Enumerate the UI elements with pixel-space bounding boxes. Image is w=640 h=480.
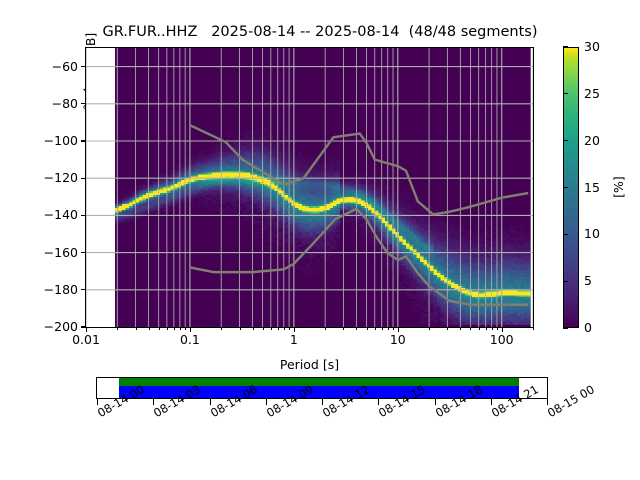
x-tick-mark bbox=[497, 327, 499, 330]
y-tick-label: −80 bbox=[51, 95, 78, 111]
x-tick-mark bbox=[148, 327, 150, 330]
coverage-tick-label: 08-15 00 bbox=[545, 382, 597, 421]
y-tick-mark bbox=[81, 326, 86, 328]
y-tick-mark bbox=[81, 289, 86, 291]
coverage-tick-mark bbox=[153, 399, 155, 405]
x-tick-label: 100 bbox=[489, 332, 514, 347]
coverage-tick-mark bbox=[547, 399, 549, 405]
y-tick-label: −120 bbox=[43, 170, 78, 186]
colorbar-label: [%] bbox=[611, 176, 626, 198]
colorbar-tick-label: 15 bbox=[584, 179, 600, 195]
x-tick-mark bbox=[381, 327, 383, 330]
high-noise-model-line bbox=[189, 124, 529, 216]
page-title: GR.FUR..HHZ 2025-08-14 -- 2025-08-14 (48… bbox=[102, 24, 538, 40]
coverage-tick-mark bbox=[209, 399, 211, 405]
low-noise-model-line bbox=[189, 207, 529, 306]
x-tick-mark bbox=[343, 327, 345, 330]
x-tick-label: 0.01 bbox=[72, 332, 100, 347]
x-tick-mark bbox=[173, 327, 175, 330]
y-tick-label: −200 bbox=[43, 319, 78, 334]
x-tick-mark bbox=[485, 327, 487, 330]
colorbar-tick-label: 5 bbox=[584, 273, 592, 289]
x-tick-mark bbox=[117, 327, 119, 330]
x-tick-mark bbox=[283, 327, 285, 330]
x-tick-mark bbox=[270, 327, 272, 330]
x-tick-mark bbox=[277, 327, 279, 330]
x-axis-label: Period [s] bbox=[279, 357, 340, 372]
x-tick-mark bbox=[158, 327, 160, 330]
colorbar-tick-mark bbox=[563, 186, 568, 189]
x-tick-mark bbox=[221, 327, 223, 330]
x-tick-mark bbox=[374, 327, 376, 330]
colorbar-tick-label: 30 bbox=[584, 39, 600, 54]
colorbar-tick-label: 0 bbox=[584, 320, 592, 335]
x-tick-mark bbox=[166, 327, 168, 330]
x-tick-mark bbox=[397, 327, 399, 332]
y-tick-label: −180 bbox=[43, 281, 78, 297]
x-tick-mark bbox=[356, 327, 358, 330]
x-tick-label: 0.1 bbox=[179, 332, 200, 347]
colorbar-tick-mark bbox=[563, 233, 568, 235]
x-tick-mark bbox=[366, 327, 368, 330]
x-tick-mark bbox=[533, 327, 535, 330]
x-tick-mark bbox=[501, 327, 503, 332]
colorbar-tick-mark bbox=[563, 140, 568, 142]
colorbar-tick-mark bbox=[563, 46, 568, 48]
colorbar-tick-label: 10 bbox=[584, 226, 600, 242]
x-tick-mark bbox=[460, 327, 462, 330]
x-tick-mark bbox=[393, 327, 395, 330]
y-tick-mark bbox=[81, 177, 86, 179]
coverage-tick-mark bbox=[378, 399, 380, 405]
x-tick-mark bbox=[189, 327, 191, 332]
x-tick-mark bbox=[262, 327, 264, 330]
y-tick-mark bbox=[81, 103, 86, 105]
colorbar-tick-mark bbox=[563, 93, 568, 95]
x-tick-mark bbox=[478, 327, 480, 330]
coverage-band-blue bbox=[118, 386, 520, 398]
colorbar-tick-label: 20 bbox=[584, 132, 600, 148]
y-tick-label: −140 bbox=[43, 207, 78, 223]
coverage-filled-span bbox=[118, 378, 520, 398]
x-tick-mark bbox=[135, 327, 137, 330]
colorbar-tick-mark bbox=[563, 280, 568, 282]
coverage-tick-mark bbox=[322, 399, 324, 405]
coverage-tick-mark bbox=[97, 399, 99, 405]
x-tick-mark bbox=[491, 327, 493, 330]
x-tick-mark bbox=[325, 327, 327, 330]
x-tick-mark bbox=[447, 327, 449, 330]
x-tick-mark bbox=[289, 327, 291, 330]
colorbar-tick-mark bbox=[563, 327, 568, 329]
y-tick-mark bbox=[81, 66, 86, 68]
x-tick-mark bbox=[239, 327, 241, 330]
density-background bbox=[114, 48, 531, 327]
x-tick-mark bbox=[252, 327, 254, 330]
coverage-tick-mark bbox=[490, 399, 492, 405]
y-tick-mark bbox=[81, 140, 86, 142]
x-tick-mark bbox=[293, 327, 295, 332]
x-tick-label: 10 bbox=[389, 332, 406, 347]
ppsd-density-canvas bbox=[86, 48, 533, 327]
y-tick-mark bbox=[81, 252, 86, 254]
x-tick-mark bbox=[429, 327, 431, 330]
y-tick-label: −60 bbox=[51, 58, 78, 74]
x-tick-mark bbox=[179, 327, 181, 330]
x-tick-mark bbox=[185, 327, 187, 330]
colorbar-tick-label: 25 bbox=[584, 85, 600, 101]
y-tick-mark bbox=[81, 214, 86, 216]
x-tick-label: 1 bbox=[289, 332, 298, 347]
ppsd-plot-area[interactable] bbox=[85, 47, 534, 328]
time-coverage-bar[interactable] bbox=[96, 377, 548, 399]
y-tick-label: −100 bbox=[43, 133, 78, 148]
x-tick-mark bbox=[86, 327, 88, 332]
coverage-tick-mark bbox=[434, 399, 436, 405]
x-tick-mark bbox=[470, 327, 472, 330]
coverage-band-green bbox=[118, 378, 520, 387]
x-tick-mark bbox=[387, 327, 389, 330]
grid-lines bbox=[86, 48, 533, 327]
coverage-tick-mark bbox=[265, 399, 267, 405]
y-tick-label: −160 bbox=[43, 244, 78, 260]
